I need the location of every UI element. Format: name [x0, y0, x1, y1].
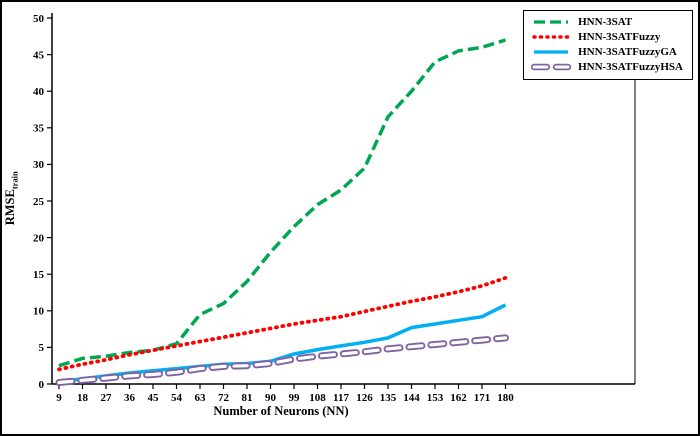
svg-text:180: 180 [497, 392, 514, 404]
svg-text:0: 0 [39, 379, 45, 391]
svg-text:81: 81 [242, 392, 253, 404]
svg-text:135: 135 [380, 392, 397, 404]
svg-text:108: 108 [309, 392, 326, 404]
svg-text:27: 27 [101, 392, 113, 404]
svg-text:144: 144 [403, 392, 420, 404]
svg-text:5: 5 [39, 342, 45, 354]
svg-text:15: 15 [33, 269, 45, 281]
svg-text:63: 63 [195, 392, 207, 404]
svg-text:72: 72 [218, 392, 230, 404]
y-axis-title-subscript: train [9, 171, 20, 190]
svg-text:45: 45 [33, 49, 45, 61]
legend-item: HNN-3SAT [531, 16, 683, 28]
svg-text:50: 50 [33, 13, 45, 25]
svg-text:18: 18 [77, 392, 89, 404]
svg-text:36: 36 [124, 392, 136, 404]
svg-text:30: 30 [33, 159, 45, 171]
svg-text:9: 9 [56, 392, 62, 404]
svg-text:153: 153 [427, 392, 444, 404]
legend-line-sample-purple-hollow-dash [531, 63, 572, 71]
chart-legend: HNN-3SAT HNN-3SATFuzzy HNN-3SATFuzzyGA H… [523, 10, 693, 80]
svg-text:99: 99 [289, 392, 301, 404]
svg-text:40: 40 [33, 86, 45, 98]
svg-text:45: 45 [148, 392, 160, 404]
legend-label: HNN-3SATFuzzyHSA [578, 61, 683, 73]
y-axis-title: RMSEtrain [3, 143, 20, 253]
legend-label: HNN-3SATFuzzy [578, 31, 661, 43]
legend-item: HNN-3SATFuzzyHSA [531, 61, 683, 73]
svg-text:54: 54 [171, 392, 183, 404]
svg-text:126: 126 [356, 392, 373, 404]
legend-line-sample-green-dashed [534, 20, 569, 24]
svg-text:171: 171 [474, 392, 491, 404]
legend-item: HNN-3SATFuzzyGA [531, 46, 683, 58]
svg-text:25: 25 [33, 196, 45, 208]
svg-text:35: 35 [33, 123, 45, 135]
svg-text:117: 117 [333, 392, 349, 404]
legend-item: HNN-3SATFuzzy [531, 31, 683, 43]
legend-label: HNN-3SATFuzzyGA [578, 46, 677, 58]
legend-label: HNN-3SAT [578, 16, 633, 28]
svg-text:20: 20 [33, 232, 45, 244]
svg-text:90: 90 [265, 392, 277, 404]
legend-line-sample-red-dotted [532, 35, 570, 39]
svg-text:162: 162 [450, 392, 467, 404]
legend-line-sample-blue-solid [534, 50, 569, 54]
x-axis-title: Number of Neurons (NN) [213, 404, 349, 418]
y-axis-title-main: RMSE [2, 189, 17, 226]
svg-text:10: 10 [33, 306, 45, 318]
